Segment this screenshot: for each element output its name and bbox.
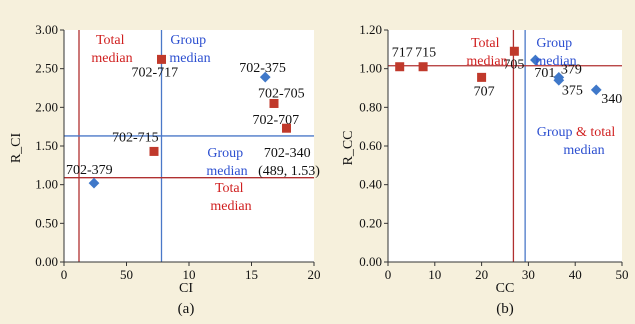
- point-label-701: 701: [534, 66, 555, 81]
- x-tick-label-b: 20: [475, 267, 488, 282]
- data-point-square-702-705: [269, 98, 279, 108]
- point-label-702-707: 702-707: [253, 113, 300, 128]
- y-tick-label-b: 0.00: [359, 254, 382, 269]
- data-point-square-702-717: [157, 54, 166, 64]
- y-tick-label-b: 0.20: [359, 215, 382, 230]
- total-median-label-top-a: Total median: [91, 33, 132, 66]
- y-tick-label-a: 0.00: [35, 254, 58, 269]
- x-axis-title-b: CC: [496, 281, 515, 296]
- data-point-square-715: [418, 62, 428, 72]
- y-tick-label-a: 3.00: [35, 22, 58, 37]
- y-tick-label-b: 0.40: [359, 177, 382, 192]
- total-median-label-bottom-a: Total median: [210, 181, 251, 214]
- x-tick-label-b: 0: [385, 267, 392, 282]
- point-label-702-705: 702-705: [258, 86, 305, 101]
- data-point-square-717: [395, 62, 405, 72]
- data-point-square-705: [509, 46, 519, 56]
- x-tick-label-b: 10: [428, 267, 441, 282]
- point-label-702-715: 702-715: [112, 130, 159, 145]
- point-label-702-717: 702-717: [132, 65, 179, 80]
- y-tick-label-a: 1.00: [35, 177, 58, 192]
- x-tick-label-b: 40: [569, 267, 582, 282]
- y-tick-label-b: 1.00: [359, 61, 382, 76]
- point-label-717: 717: [392, 46, 413, 61]
- y-tick-label-b: 0.80: [359, 99, 382, 114]
- x-tick-label-a: 50: [120, 267, 133, 282]
- y-axis-title-a: R_CI: [9, 132, 24, 163]
- y-tick-label-b: 1.20: [359, 22, 382, 37]
- median-word-b: median: [563, 143, 604, 158]
- data-point-diamond-702-379: [88, 177, 100, 189]
- data-point-square-707: [477, 72, 487, 82]
- point-label-707: 707: [474, 84, 495, 99]
- point-label-705: 705: [503, 57, 524, 72]
- data-point-square-702-707: [282, 123, 291, 133]
- y-tick-label-a: 1.50: [35, 138, 58, 153]
- x-tick-label-a: 15: [245, 267, 258, 282]
- y-tick-label-a: 0.50: [35, 215, 58, 230]
- group-median-label-top-b: Group median: [535, 36, 576, 69]
- chart-panel-b: 0 10 20 30 40 500.000.200.400.600.801.001.20 …: [341, 22, 629, 317]
- point-label-702-375: 702-375: [239, 61, 286, 76]
- group-median-label-top-a: Group median: [169, 33, 210, 66]
- x-tick-label-a: 10: [183, 267, 196, 282]
- data-point-square-702-715: [149, 146, 159, 156]
- x-tick-label-b: 30: [522, 267, 535, 282]
- x-tick-label-a: 0: [61, 267, 68, 282]
- plot-area-a: [64, 30, 314, 262]
- x-tick-label-a: 20: [308, 267, 321, 282]
- x-axis-title-a: CI: [179, 281, 193, 296]
- group-median-label-right-a: Group median: [206, 146, 247, 179]
- point-label-702-340: 702-340 (489, 1.53): [258, 146, 320, 179]
- y-tick-label-b: 0.60: [359, 138, 382, 153]
- panel-label-b: (b): [496, 301, 514, 317]
- chart-panel-a: 0 50 10 15 20 0.00 0.50 1.00 1.50 2.00 2.50 3.00 70…: [9, 22, 321, 317]
- y-axis-title-b: R_CC: [341, 130, 356, 165]
- point-label-379: 379: [561, 62, 582, 77]
- panel-label-a: (a): [178, 301, 195, 317]
- point-label-340: 340: [601, 92, 622, 107]
- y-tick-label-a: 2.00: [35, 99, 58, 114]
- point-label-375: 375: [562, 83, 583, 98]
- point-label-702-379: 702-379: [66, 163, 113, 178]
- group-and-total-median-label-b: Group & total: [537, 125, 616, 140]
- y-tick-label-a: 2.50: [35, 61, 58, 76]
- x-tick-label-b: 50: [616, 267, 629, 282]
- total-median-label-top-b: Total median: [466, 36, 507, 69]
- point-label-715: 715: [415, 46, 436, 61]
